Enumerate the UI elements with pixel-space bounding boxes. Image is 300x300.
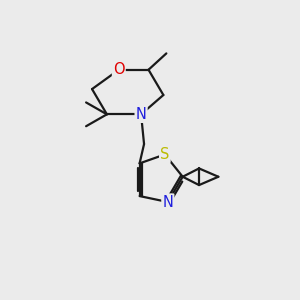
Text: N: N [162, 194, 173, 209]
Text: S: S [160, 147, 170, 162]
Text: N: N [136, 107, 146, 122]
Text: O: O [113, 62, 124, 77]
